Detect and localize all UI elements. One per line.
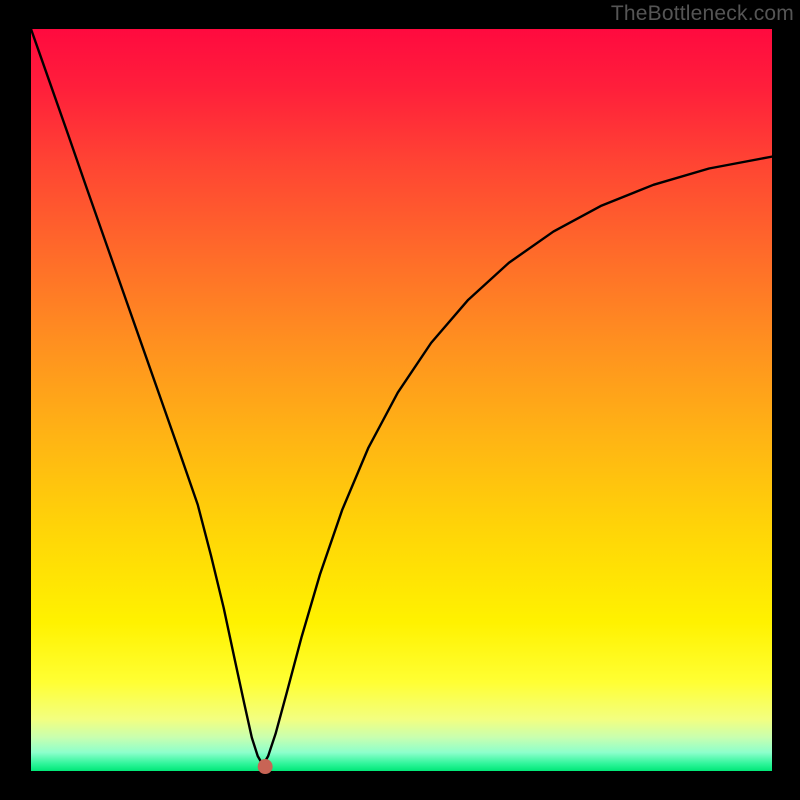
minimum-marker [258,759,273,774]
plot-background [31,29,772,771]
watermark-text: TheBottleneck.com [611,2,794,26]
chart-container: TheBottleneck.com [0,0,800,800]
bottleneck-chart [0,0,800,800]
